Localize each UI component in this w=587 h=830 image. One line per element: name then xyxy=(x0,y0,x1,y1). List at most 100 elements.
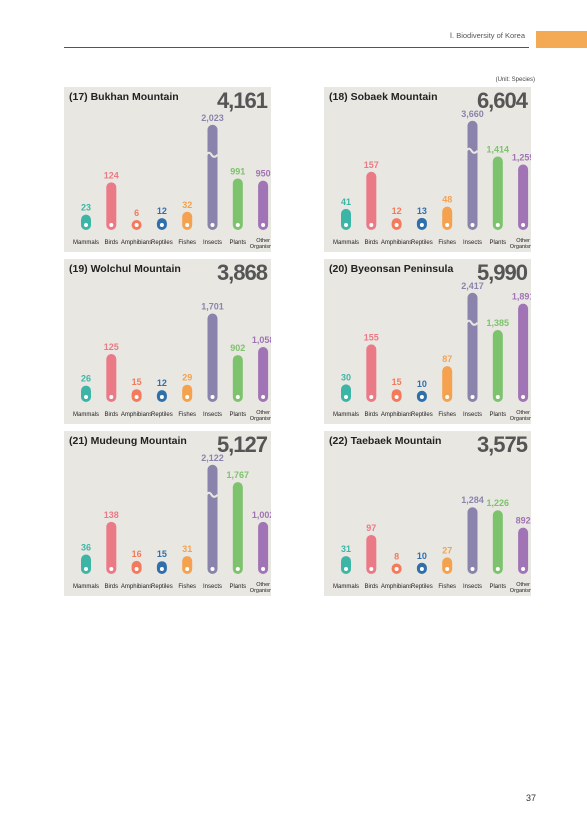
bar-dot xyxy=(185,395,190,399)
data-label: 15 xyxy=(157,549,167,559)
category-label: Plants xyxy=(229,240,246,246)
bar-dot xyxy=(159,395,164,399)
chart-title: (18) Sobaek Mountain xyxy=(329,91,438,103)
data-label: 12 xyxy=(392,206,402,216)
bar-dot xyxy=(109,567,114,571)
category-label: Reptiles xyxy=(411,584,433,590)
bar-mammals xyxy=(341,384,351,402)
category-label: Mammals xyxy=(333,240,359,246)
bar-dot xyxy=(470,395,475,399)
bar-insects xyxy=(207,124,218,230)
bar-dot xyxy=(521,395,526,399)
bar-dot xyxy=(210,567,215,571)
data-label: 23 xyxy=(81,203,91,213)
category-label: Mammals xyxy=(333,584,359,590)
bar-fishes xyxy=(182,556,193,574)
bar-dot xyxy=(470,567,475,571)
chart-total: 3,868 xyxy=(216,260,268,285)
bar-other-organisms xyxy=(258,346,269,402)
bar-dot xyxy=(445,567,450,571)
bar-dot xyxy=(109,395,114,399)
data-label: 892 xyxy=(516,516,531,526)
data-label: 41 xyxy=(341,197,351,207)
bar-other-organisms xyxy=(258,521,269,574)
bar-plants xyxy=(492,510,503,574)
data-label: 1,385 xyxy=(487,318,510,328)
data-label: 1,058 xyxy=(252,335,271,345)
bar-birds xyxy=(106,521,117,574)
bar-dot xyxy=(134,223,139,227)
category-label: OtherOrganisms xyxy=(510,238,531,250)
category-label: Amphibians xyxy=(381,584,412,590)
bar-dot xyxy=(235,223,240,227)
bar-other-organisms xyxy=(518,527,529,574)
bar-fishes xyxy=(182,384,193,402)
data-label: 15 xyxy=(132,377,142,387)
category-label: Reptiles xyxy=(151,240,173,246)
category-label: Reptiles xyxy=(411,240,433,246)
axis-break xyxy=(465,319,479,326)
chart-total: 4,161 xyxy=(216,88,268,113)
data-label: 10 xyxy=(417,379,427,389)
category-label: Plants xyxy=(489,584,506,590)
bar-dot xyxy=(109,223,114,227)
category-label: Fishes xyxy=(178,412,196,418)
bar-other-organisms xyxy=(518,303,529,402)
bar-dot xyxy=(185,223,190,227)
bar-dot xyxy=(344,223,348,227)
bar-mammals xyxy=(341,556,351,574)
category-label: OtherOrganisms xyxy=(510,582,531,594)
header-rule xyxy=(64,47,529,48)
bar-plants xyxy=(492,156,503,230)
axis-break xyxy=(205,151,219,158)
bar-dot xyxy=(445,395,450,399)
bar-chart: 26 Mammals 125 Birds 15 Amphibians 12 Reptiles 2… xyxy=(73,302,271,422)
data-label: 1,891 xyxy=(512,292,531,302)
chart-panel: (22) Taebaek Mountain 3,575 31 Mammals 97 B… xyxy=(324,431,531,596)
bar-chart: 23 Mammals 124 Birds 6 Amphibians 12 Reptiles 32… xyxy=(73,113,271,250)
chart-total: 3,575 xyxy=(476,432,528,457)
data-label: 87 xyxy=(442,354,452,364)
bar-dot xyxy=(235,567,240,571)
bar-mammals xyxy=(81,554,91,574)
bar-fishes xyxy=(442,557,453,574)
data-label: 13 xyxy=(417,206,427,216)
bar-chart: 36 Mammals 138 Birds 16 Amphibians 15 Reptiles 3… xyxy=(73,453,271,594)
chart-panel: (19) Wolchul Mountain 3,868 26 Mammals 125… xyxy=(64,259,271,424)
bar-insects xyxy=(467,120,478,230)
data-label: 32 xyxy=(182,200,192,210)
bar-dot xyxy=(419,567,424,571)
category-label: Amphibians xyxy=(121,412,152,418)
bar-dot xyxy=(394,395,399,399)
chart-title: (17) Bukhan Mountain xyxy=(69,91,179,103)
data-label: 8 xyxy=(394,551,399,561)
bar-mammals xyxy=(341,208,351,230)
bar-dot xyxy=(159,567,164,571)
category-label: Amphibians xyxy=(381,412,412,418)
category-label: Insects xyxy=(203,240,222,246)
chart-total: 5,990 xyxy=(476,260,528,285)
data-label: 27 xyxy=(442,545,452,555)
bar-birds xyxy=(106,354,117,402)
data-label: 97 xyxy=(366,523,376,533)
data-label: 36 xyxy=(81,542,91,552)
category-label: Fishes xyxy=(178,584,196,590)
bar-insects xyxy=(467,507,478,574)
data-label: 31 xyxy=(182,544,192,554)
category-label: Insects xyxy=(203,584,222,590)
data-label: 1,701 xyxy=(201,302,224,312)
section-title: Ⅰ. Biodiversity of Korea xyxy=(449,31,525,40)
data-label: 138 xyxy=(104,510,119,520)
category-label: OtherOrganisms xyxy=(250,410,271,422)
bar-dot xyxy=(84,567,88,571)
data-label: 6 xyxy=(134,208,139,218)
bar-dot xyxy=(344,395,348,399)
data-label: 902 xyxy=(230,343,245,353)
chart-panel: (21) Mudeung Mountain 5,127 36 Mammals 138… xyxy=(64,431,271,596)
bar-dot xyxy=(369,567,374,571)
category-label: Plants xyxy=(229,584,246,590)
category-label: Fishes xyxy=(178,240,196,246)
bar-dot xyxy=(419,223,424,227)
bar-dot xyxy=(495,567,500,571)
bar-dot xyxy=(369,395,374,399)
